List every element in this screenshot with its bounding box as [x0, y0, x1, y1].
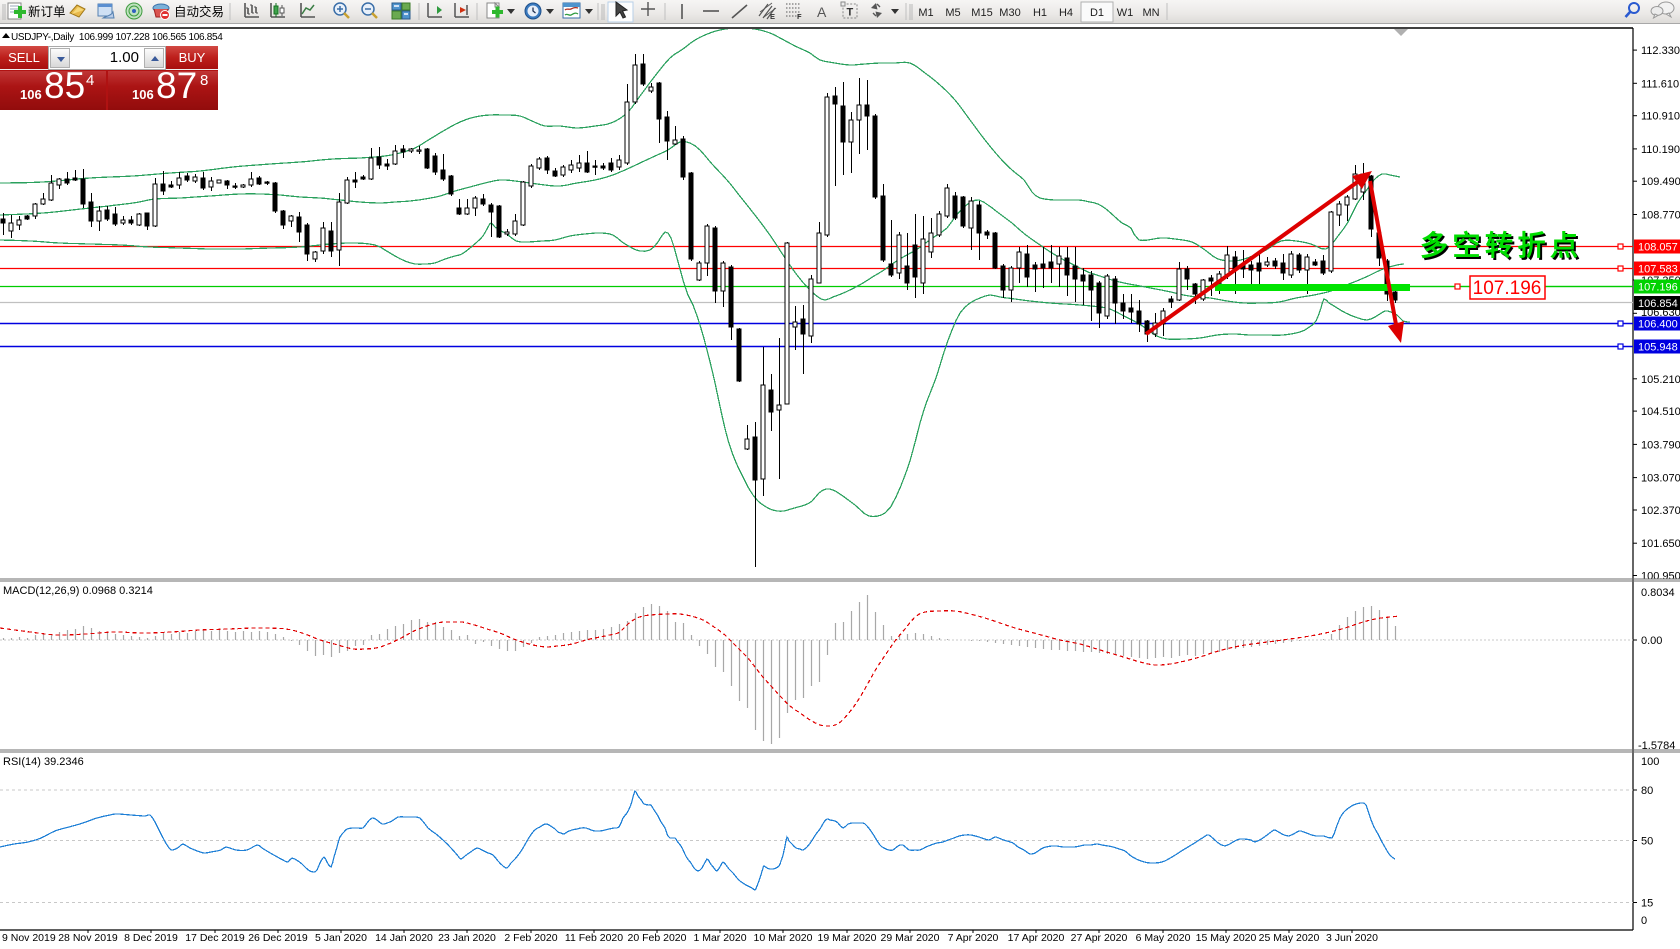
svg-text:6 May 2020: 6 May 2020: [1136, 932, 1191, 944]
svg-text:17 Dec 2019: 17 Dec 2019: [185, 932, 245, 944]
svg-text:M5: M5: [945, 7, 960, 19]
svg-text:103.070: 103.070: [1641, 473, 1680, 485]
svg-text:108.770: 108.770: [1641, 210, 1680, 222]
svg-text:0.8034: 0.8034: [1641, 587, 1675, 599]
svg-text:101.650: 101.650: [1641, 538, 1680, 550]
svg-text:W1: W1: [1117, 7, 1134, 19]
svg-text:1 Mar 2020: 1 Mar 2020: [693, 932, 746, 944]
svg-text:107.583: 107.583: [1638, 264, 1678, 276]
svg-text:H4: H4: [1059, 7, 1073, 19]
svg-text:102.370: 102.370: [1641, 505, 1680, 517]
svg-text:MN: MN: [1142, 7, 1159, 19]
svg-text:多空转折点: 多空转折点: [1420, 229, 1583, 261]
svg-text:T: T: [847, 7, 854, 19]
svg-text:107.196: 107.196: [1638, 282, 1678, 294]
svg-text:多空转折点: 多空转折点: [1422, 231, 1585, 263]
svg-text:M30: M30: [999, 7, 1020, 19]
svg-text:20 Feb 2020: 20 Feb 2020: [628, 932, 687, 944]
svg-text:17 Apr 2020: 17 Apr 2020: [1008, 932, 1065, 944]
svg-text:M1: M1: [918, 7, 933, 19]
svg-text:D1: D1: [1090, 7, 1104, 19]
svg-text:-1.5784: -1.5784: [1638, 740, 1675, 752]
svg-text:M15: M15: [971, 7, 992, 19]
svg-text:26 Dec 2019: 26 Dec 2019: [248, 932, 308, 944]
svg-text:10 Mar 2020: 10 Mar 2020: [754, 932, 813, 944]
svg-text:新订单: 新订单: [28, 4, 66, 19]
svg-text:105.210: 105.210: [1641, 374, 1680, 386]
svg-text:106.630: 106.630: [1641, 307, 1680, 319]
svg-text:111.610: 111.610: [1641, 78, 1679, 90]
svg-text:7 Apr 2020: 7 Apr 2020: [948, 932, 999, 944]
svg-text:106.400: 106.400: [1638, 319, 1678, 331]
svg-text:109.490: 109.490: [1641, 176, 1680, 188]
svg-text:2 Feb 2020: 2 Feb 2020: [504, 932, 557, 944]
svg-text:19 Mar 2020: 19 Mar 2020: [818, 932, 877, 944]
svg-text:5 Jan 2020: 5 Jan 2020: [315, 932, 367, 944]
svg-text:8 Dec 2019: 8 Dec 2019: [124, 932, 178, 944]
svg-text:106.854: 106.854: [1638, 298, 1678, 310]
svg-text:50: 50: [1641, 836, 1653, 848]
svg-text:MACD(12,26,9) 0.0968 0.3214: MACD(12,26,9) 0.0968 0.3214: [3, 585, 153, 597]
svg-text:3 Jun 2020: 3 Jun 2020: [1326, 932, 1378, 944]
svg-text:14 Jan 2020: 14 Jan 2020: [375, 932, 433, 944]
svg-text:108.057: 108.057: [1638, 242, 1678, 254]
svg-text:107.196: 107.196: [1473, 278, 1542, 299]
svg-text:H1: H1: [1033, 7, 1047, 19]
svg-text:103.790: 103.790: [1641, 439, 1680, 451]
svg-text:A: A: [817, 4, 827, 20]
svg-text:112.330: 112.330: [1641, 45, 1680, 57]
svg-text:28 Nov 2019: 28 Nov 2019: [58, 932, 118, 944]
svg-text:0: 0: [1641, 915, 1647, 927]
svg-text:11 Feb 2020: 11 Feb 2020: [565, 932, 623, 944]
svg-text:110.910: 110.910: [1641, 111, 1680, 123]
svg-text:104.510: 104.510: [1641, 406, 1680, 418]
svg-text:80: 80: [1641, 785, 1653, 797]
svg-text:23 Jan 2020: 23 Jan 2020: [438, 932, 496, 944]
svg-text:15: 15: [1641, 898, 1653, 910]
svg-text:105.948: 105.948: [1638, 342, 1678, 354]
svg-text:9 Nov 2019: 9 Nov 2019: [2, 932, 56, 944]
svg-text:RSI(14) 39.2346: RSI(14) 39.2346: [3, 756, 84, 768]
svg-text:25 May 2020: 25 May 2020: [1259, 932, 1320, 944]
svg-text:27 Apr 2020: 27 Apr 2020: [1071, 932, 1128, 944]
svg-text:E: E: [770, 12, 775, 21]
svg-text:100: 100: [1641, 756, 1659, 768]
svg-text:110.190: 110.190: [1641, 144, 1680, 156]
svg-text:自动交易: 自动交易: [174, 4, 224, 19]
svg-text:29 Mar 2020: 29 Mar 2020: [881, 932, 940, 944]
svg-text:15 May 2020: 15 May 2020: [1196, 932, 1257, 944]
svg-text:F: F: [797, 12, 802, 21]
svg-text:0.00: 0.00: [1641, 635, 1662, 647]
